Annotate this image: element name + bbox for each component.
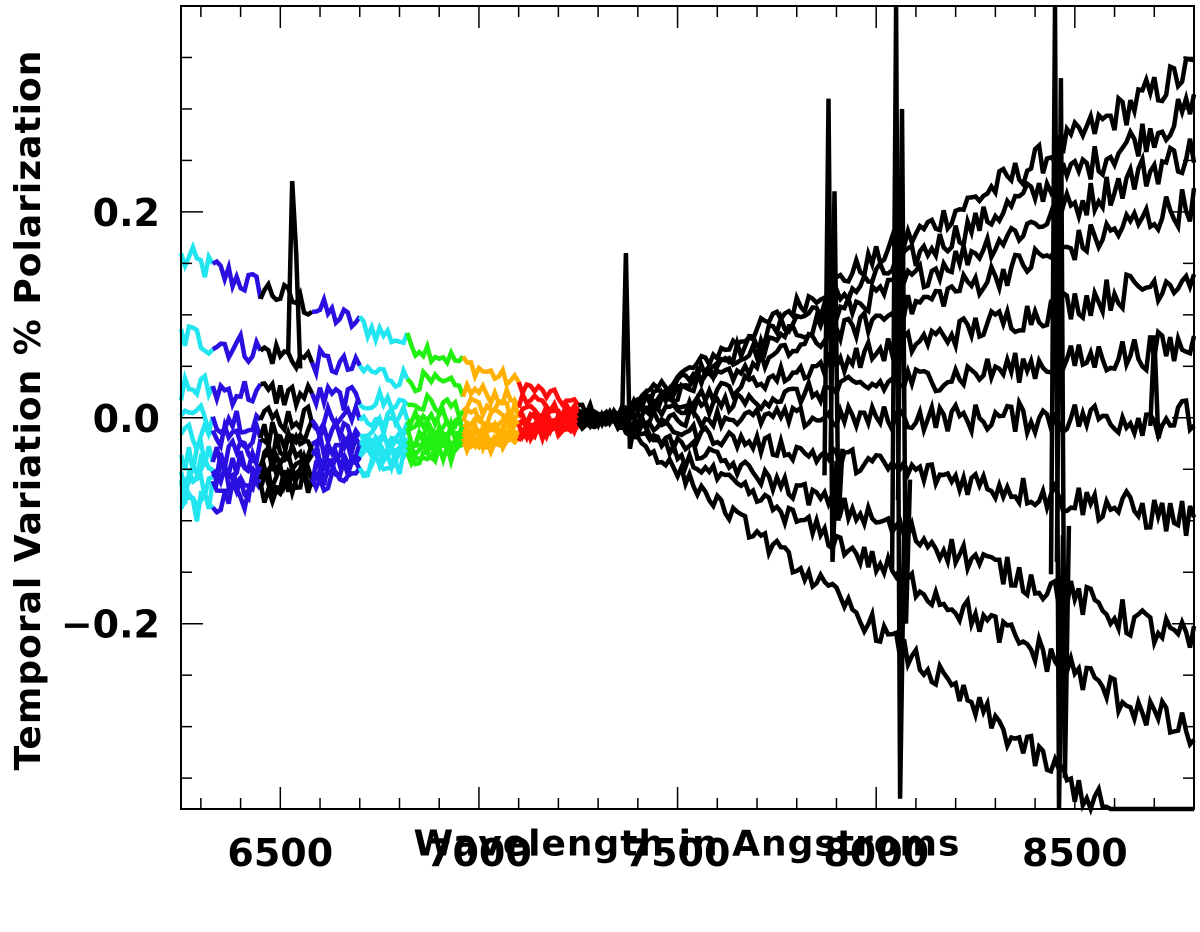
series-line-4-black — [258, 403, 315, 435]
series-line-9-blue — [211, 460, 263, 494]
x-tick-label: 8500 — [1022, 831, 1128, 875]
series-line-3-cyan — [178, 369, 215, 402]
series-line-6-black — [577, 327, 1197, 428]
series-line-1-cyan — [358, 315, 410, 348]
x-tick-label: 8000 — [823, 831, 929, 875]
series-line-5-black — [576, 271, 1197, 428]
series-line-11-cyan — [179, 489, 215, 522]
series-line-2-blue — [309, 343, 362, 382]
y-axis-title: Temporal Variation % Polarization — [8, 50, 49, 771]
y-tick-label: 0.2 — [93, 191, 160, 235]
y-tick-label: −0.2 — [61, 603, 160, 647]
x-tick-labels: 6500 7000 7500 8000 8500 — [227, 831, 1127, 875]
spike-5 — [895, 108, 913, 624]
series-line-2-cyan — [178, 323, 215, 357]
series-line-9-black — [576, 408, 1197, 652]
x-tick-label: 7500 — [625, 831, 731, 875]
series-line-2-blue — [211, 328, 263, 366]
spike-7 — [1054, 78, 1072, 779]
series-line-3-black — [260, 378, 315, 414]
series-line-1-blue — [211, 258, 263, 300]
series-line-3-cyan — [358, 384, 410, 411]
x-axis-title: Wavelength in Angstroms — [414, 824, 961, 865]
series-line-1-blue — [312, 292, 362, 331]
series-line-11-black — [258, 469, 315, 509]
series-layer — [178, 56, 1197, 816]
series-line-11-black — [576, 416, 1194, 816]
series-line-2-orange — [460, 378, 521, 409]
series-line-7-cyan — [359, 429, 410, 458]
series-line-6-cyan — [178, 436, 215, 473]
y-tick-labels: −0.2 0.0 0.2 — [61, 191, 160, 647]
series-line-5-blue — [210, 416, 263, 453]
series-line-11-green — [405, 437, 465, 470]
series-line-3-blue — [309, 381, 362, 412]
tick-layer — [181, 5, 1195, 809]
series-line-1-black — [258, 279, 314, 317]
series-line-11-cyan — [357, 450, 408, 479]
series-line-3-blue — [210, 380, 263, 412]
series-line-1-cyan — [178, 240, 215, 278]
plot-frame — [180, 5, 1195, 810]
series-line-8-black — [577, 410, 1197, 537]
series-line-11-blue — [211, 478, 262, 518]
series-line-7-green — [405, 422, 464, 452]
y-tick-label: 0.0 — [93, 397, 160, 441]
series-line-4-black — [576, 187, 1197, 427]
x-tick-label: 6500 — [227, 831, 333, 875]
x-tick-label: 7000 — [426, 831, 532, 875]
series-line-11-blue — [310, 466, 362, 494]
series-line-3-black — [576, 138, 1197, 427]
series-line-1-red — [516, 381, 581, 409]
series-line-10-black — [576, 411, 1196, 749]
series-line-2-cyan — [357, 363, 410, 390]
series-line-7-black — [576, 395, 1196, 443]
series-line-11-red — [516, 417, 581, 447]
series-line-2-green — [405, 367, 466, 398]
series-line-2-black — [259, 337, 315, 373]
series-line-1-green — [405, 332, 465, 368]
spike-1 — [619, 253, 637, 450]
spike-9 — [1148, 335, 1165, 440]
series-line-11-orange — [461, 428, 521, 459]
series-line-2-black — [576, 89, 1197, 426]
series-line-3-green — [407, 390, 465, 422]
spike-layer — [285, 5, 1165, 810]
spike-8 — [285, 180, 303, 369]
series-line-4-blue — [210, 410, 263, 436]
spike-3 — [828, 191, 845, 521]
series-line-1-orange — [461, 355, 521, 389]
